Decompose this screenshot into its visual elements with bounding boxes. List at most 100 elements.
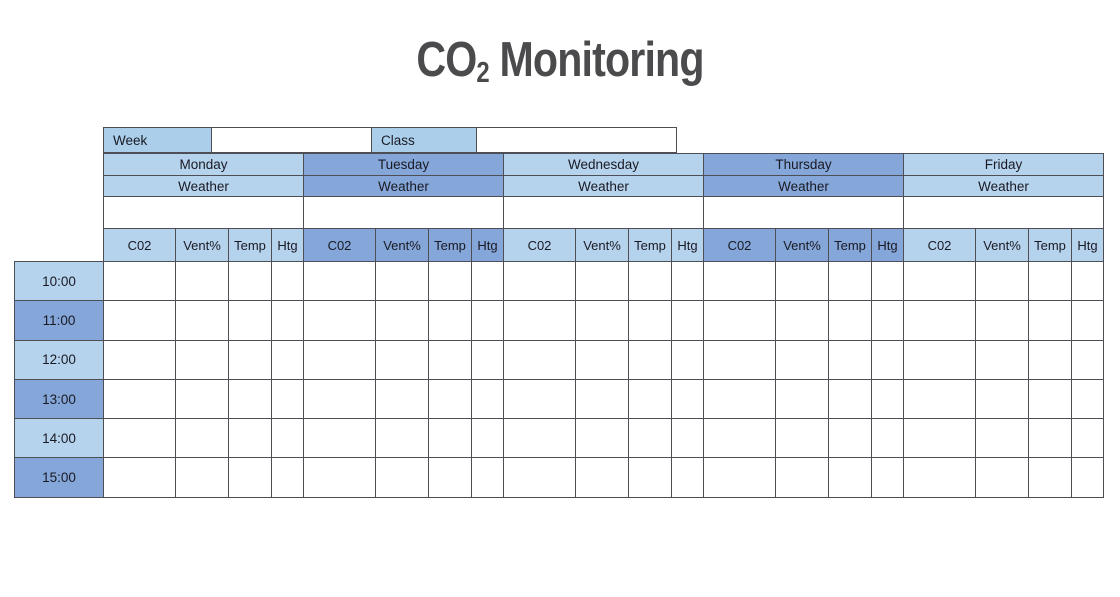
data-cell-friday-c02-13-00[interactable] [903, 378, 976, 420]
data-cell-monday-htg-11-00[interactable] [271, 300, 304, 341]
data-cell-thursday-vent-14-00[interactable] [775, 418, 829, 459]
data-cell-wednesday-htg-12-00[interactable] [671, 339, 704, 380]
data-cell-wednesday-vent-10-00[interactable] [575, 260, 629, 302]
data-cell-friday-temp-10-00[interactable] [1028, 260, 1072, 302]
data-cell-friday-temp-15-00[interactable] [1028, 457, 1072, 498]
data-cell-wednesday-vent-12-00[interactable] [575, 339, 629, 380]
data-cell-wednesday-c02-15-00[interactable] [503, 457, 576, 498]
data-cell-thursday-vent-11-00[interactable] [775, 300, 829, 341]
data-cell-wednesday-htg-11-00[interactable] [671, 300, 704, 341]
data-cell-thursday-temp-12-00[interactable] [828, 339, 872, 380]
data-cell-tuesday-temp-11-00[interactable] [428, 300, 472, 341]
data-cell-tuesday-c02-14-00[interactable] [303, 418, 376, 459]
data-cell-thursday-temp-10-00[interactable] [828, 260, 872, 302]
data-cell-monday-vent-12-00[interactable] [175, 339, 229, 380]
data-cell-wednesday-vent-14-00[interactable] [575, 418, 629, 459]
data-cell-wednesday-vent-15-00[interactable] [575, 457, 629, 498]
data-cell-friday-temp-13-00[interactable] [1028, 378, 1072, 420]
data-cell-thursday-temp-13-00[interactable] [828, 378, 872, 420]
data-cell-wednesday-temp-10-00[interactable] [628, 260, 672, 302]
data-cell-friday-temp-11-00[interactable] [1028, 300, 1072, 341]
data-cell-thursday-htg-15-00[interactable] [871, 457, 904, 498]
week-input[interactable] [211, 127, 372, 153]
data-cell-monday-temp-12-00[interactable] [228, 339, 272, 380]
notes-cell-wednesday[interactable] [503, 196, 704, 229]
data-cell-wednesday-c02-10-00[interactable] [503, 260, 576, 302]
data-cell-friday-c02-12-00[interactable] [903, 339, 976, 380]
data-cell-friday-vent-15-00[interactable] [975, 457, 1029, 498]
data-cell-tuesday-c02-10-00[interactable] [303, 260, 376, 302]
data-cell-thursday-vent-10-00[interactable] [775, 260, 829, 302]
notes-cell-tuesday[interactable] [303, 196, 504, 229]
data-cell-tuesday-htg-13-00[interactable] [471, 378, 504, 420]
data-cell-tuesday-vent-12-00[interactable] [375, 339, 429, 380]
data-cell-thursday-htg-14-00[interactable] [871, 418, 904, 459]
data-cell-thursday-temp-11-00[interactable] [828, 300, 872, 341]
data-cell-thursday-c02-12-00[interactable] [703, 339, 776, 380]
data-cell-friday-htg-11-00[interactable] [1071, 300, 1104, 341]
data-cell-wednesday-temp-11-00[interactable] [628, 300, 672, 341]
data-cell-wednesday-temp-14-00[interactable] [628, 418, 672, 459]
data-cell-wednesday-c02-14-00[interactable] [503, 418, 576, 459]
data-cell-tuesday-htg-15-00[interactable] [471, 457, 504, 498]
data-cell-wednesday-temp-13-00[interactable] [628, 378, 672, 420]
data-cell-thursday-temp-15-00[interactable] [828, 457, 872, 498]
data-cell-thursday-c02-11-00[interactable] [703, 300, 776, 341]
data-cell-wednesday-vent-13-00[interactable] [575, 378, 629, 420]
data-cell-friday-htg-14-00[interactable] [1071, 418, 1104, 459]
data-cell-thursday-vent-12-00[interactable] [775, 339, 829, 380]
data-cell-friday-c02-11-00[interactable] [903, 300, 976, 341]
data-cell-friday-c02-10-00[interactable] [903, 260, 976, 302]
data-cell-friday-htg-10-00[interactable] [1071, 260, 1104, 302]
data-cell-friday-htg-12-00[interactable] [1071, 339, 1104, 380]
data-cell-tuesday-temp-12-00[interactable] [428, 339, 472, 380]
data-cell-tuesday-temp-13-00[interactable] [428, 378, 472, 420]
data-cell-tuesday-temp-14-00[interactable] [428, 418, 472, 459]
data-cell-thursday-temp-14-00[interactable] [828, 418, 872, 459]
notes-cell-thursday[interactable] [703, 196, 904, 229]
data-cell-tuesday-vent-15-00[interactable] [375, 457, 429, 498]
data-cell-friday-temp-12-00[interactable] [1028, 339, 1072, 380]
data-cell-tuesday-c02-13-00[interactable] [303, 378, 376, 420]
data-cell-friday-c02-14-00[interactable] [903, 418, 976, 459]
data-cell-wednesday-c02-11-00[interactable] [503, 300, 576, 341]
data-cell-monday-vent-13-00[interactable] [175, 378, 229, 420]
data-cell-thursday-htg-11-00[interactable] [871, 300, 904, 341]
data-cell-monday-c02-10-00[interactable] [103, 260, 176, 302]
data-cell-friday-vent-11-00[interactable] [975, 300, 1029, 341]
data-cell-wednesday-c02-13-00[interactable] [503, 378, 576, 420]
data-cell-wednesday-c02-12-00[interactable] [503, 339, 576, 380]
data-cell-monday-htg-13-00[interactable] [271, 378, 304, 420]
data-cell-monday-temp-11-00[interactable] [228, 300, 272, 341]
data-cell-monday-c02-15-00[interactable] [103, 457, 176, 498]
data-cell-friday-vent-14-00[interactable] [975, 418, 1029, 459]
data-cell-wednesday-htg-13-00[interactable] [671, 378, 704, 420]
data-cell-wednesday-vent-11-00[interactable] [575, 300, 629, 341]
data-cell-monday-htg-10-00[interactable] [271, 260, 304, 302]
data-cell-tuesday-temp-15-00[interactable] [428, 457, 472, 498]
data-cell-monday-temp-10-00[interactable] [228, 260, 272, 302]
data-cell-thursday-vent-15-00[interactable] [775, 457, 829, 498]
data-cell-friday-c02-15-00[interactable] [903, 457, 976, 498]
data-cell-thursday-c02-14-00[interactable] [703, 418, 776, 459]
data-cell-tuesday-htg-10-00[interactable] [471, 260, 504, 302]
data-cell-monday-c02-13-00[interactable] [103, 378, 176, 420]
data-cell-tuesday-htg-12-00[interactable] [471, 339, 504, 380]
data-cell-friday-vent-13-00[interactable] [975, 378, 1029, 420]
notes-cell-friday[interactable] [903, 196, 1104, 229]
data-cell-monday-c02-12-00[interactable] [103, 339, 176, 380]
data-cell-tuesday-temp-10-00[interactable] [428, 260, 472, 302]
data-cell-monday-vent-15-00[interactable] [175, 457, 229, 498]
data-cell-thursday-c02-15-00[interactable] [703, 457, 776, 498]
data-cell-wednesday-temp-12-00[interactable] [628, 339, 672, 380]
data-cell-thursday-htg-12-00[interactable] [871, 339, 904, 380]
data-cell-monday-htg-14-00[interactable] [271, 418, 304, 459]
data-cell-tuesday-htg-11-00[interactable] [471, 300, 504, 341]
data-cell-monday-vent-14-00[interactable] [175, 418, 229, 459]
data-cell-friday-htg-13-00[interactable] [1071, 378, 1104, 420]
data-cell-wednesday-htg-15-00[interactable] [671, 457, 704, 498]
notes-cell-monday[interactable] [103, 196, 304, 229]
data-cell-wednesday-htg-10-00[interactable] [671, 260, 704, 302]
data-cell-monday-htg-15-00[interactable] [271, 457, 304, 498]
class-input[interactable] [476, 127, 677, 153]
